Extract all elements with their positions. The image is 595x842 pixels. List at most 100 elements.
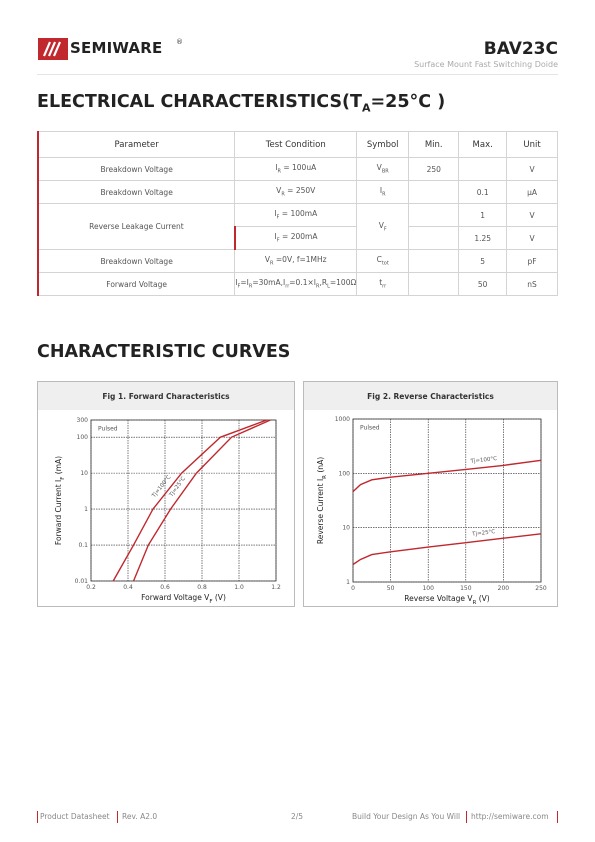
series-label: Tj=100°C — [469, 456, 497, 465]
table-cell: VR =0V, f=1MHz — [234, 249, 358, 273]
table-cell: trr — [356, 272, 410, 296]
table-cell: IF = 100mA — [234, 203, 358, 227]
x-tick-label: 0.4 — [123, 584, 133, 591]
text-segment: Reverse Voltage V — [404, 594, 473, 603]
subscript: A — [362, 101, 371, 115]
table-row: Reverse Leakage Current IF = 100mA VF 1 V — [37, 203, 558, 250]
separator — [557, 811, 558, 823]
footer-page: 2/5 — [291, 812, 304, 821]
table-row: Forward Voltage IF=IR=30mA,Irr=0.1×IR,RL=… — [37, 272, 558, 296]
chart: Fig 2. Reverse Characteristics1101001000… — [304, 382, 557, 606]
table-cell — [458, 157, 508, 181]
chart-title: Fig 2. Reverse Characteristics — [367, 392, 494, 401]
text-segment: I — [235, 278, 238, 288]
subscript: R — [322, 475, 328, 479]
subscript: R — [270, 260, 274, 267]
text-segment: = 250V — [284, 186, 316, 196]
annotation: Pulsed — [98, 426, 118, 433]
series-line — [132, 419, 271, 582]
x-axis-label: Forward Voltage VF (V) — [141, 593, 226, 605]
y-tick-label: 1 — [346, 579, 350, 586]
series-line — [352, 533, 542, 566]
text-segment: I — [275, 163, 278, 173]
text-segment: =I — [240, 278, 249, 288]
x-tick-label: 1.2 — [271, 584, 281, 591]
annotation-box — [95, 423, 123, 433]
separator — [117, 811, 118, 823]
table-cell — [408, 203, 460, 227]
text-segment: V — [276, 186, 282, 196]
x-tick-label: 0 — [351, 585, 355, 592]
chart-box: Fig 1. Forward Characteristics 0.01 0.1 1 10… — [37, 381, 295, 607]
header-row: Parameter Test Condition Symbol Min. Max. Uni… — [37, 131, 558, 158]
x-axis-label: Reverse Voltage VR (V) — [404, 594, 489, 606]
text-segment: (V) — [476, 594, 489, 603]
table-cell: 0.1 — [458, 180, 508, 204]
registered-mark: ® — [176, 38, 183, 46]
table-cell: Breakdown Voltage — [37, 249, 236, 273]
brand: SEMIWARE — [70, 39, 163, 57]
y-axis-label: Reverse Current IR (nA) — [316, 457, 328, 544]
table-row: Breakdown Voltage VR =0V, f=1MHz Ctot 5 pF — [37, 249, 558, 273]
table-cell: Forward Voltage — [37, 272, 236, 296]
x-tick-label: 150 — [460, 585, 472, 592]
x-tick-label: 100 — [422, 585, 434, 592]
text-segment: ,R — [319, 278, 328, 288]
annotation: Pulsed — [360, 425, 380, 432]
text-segment: Forward Voltage V — [141, 593, 210, 602]
subscript: F — [209, 599, 212, 605]
section-title: CHARACTERISTIC CURVES — [37, 342, 291, 362]
subscript: F — [276, 214, 280, 221]
subscript: R — [281, 191, 285, 198]
header-rule — [37, 74, 558, 75]
text-segment: =0.1×I — [289, 278, 316, 288]
y-tick-label: 1000 — [335, 416, 350, 423]
table-cell: IR = 100uA — [234, 157, 358, 181]
text-segment: V — [376, 163, 382, 173]
y-tick-label: 0.01 — [75, 578, 89, 585]
subscript: F — [60, 477, 66, 480]
subscript: R — [315, 283, 320, 290]
table-cell: Ctot — [356, 249, 410, 273]
column-header: Min. — [408, 131, 460, 158]
plot-area — [91, 420, 276, 581]
text-segment: = 200mA — [279, 232, 318, 242]
text-segment: I — [379, 186, 383, 196]
table-cell — [408, 249, 460, 273]
chart: Fig 1. Forward Characteristics 0.01 0.1 1 10… — [38, 382, 294, 605]
subscript: R — [248, 283, 253, 290]
table-cell: V — [506, 203, 558, 227]
subscript: R — [382, 191, 386, 198]
plot-frame — [352, 418, 542, 583]
table-cell: Breakdown Voltage — [37, 180, 236, 204]
x-tick-label: 0.2 — [86, 584, 96, 591]
table-cell: nS — [506, 272, 558, 296]
table-cell: IF = 200mA — [233, 226, 358, 250]
text-segment: =25°C ) — [370, 92, 446, 112]
text-segment: (nA) — [316, 457, 325, 475]
spec-table: Parameter Test Condition Symbol Min. Max. Uni… — [37, 131, 558, 296]
footer-doc: Product Datasheet — [40, 812, 110, 821]
text-segment: Reverse Current I — [316, 479, 325, 544]
separator — [37, 811, 38, 823]
table-cell: 5 — [458, 249, 508, 273]
y-tick-label: 10 — [80, 470, 88, 477]
table-cell — [408, 226, 460, 250]
y-tick-label: 100 — [339, 470, 351, 477]
y-tick-label: 1 — [84, 506, 88, 513]
series-label: Tj=25°C — [471, 529, 496, 538]
table-cell — [408, 272, 460, 296]
footer-slogan: Build Your Design As You Will — [352, 812, 461, 821]
text-segment: (V) — [213, 593, 226, 602]
y-tick-label: 300 — [77, 417, 89, 424]
table-row: Breakdown Voltage VR = 250V IR 0.1 μA — [37, 180, 558, 204]
plot-frame — [90, 419, 277, 582]
table-cell: VF — [356, 203, 410, 250]
x-tick-label: 0.8 — [197, 584, 207, 591]
plot-area — [353, 419, 541, 582]
chart-box: Fig 2. Reverse Characteristics 1 10 100 1000… — [303, 381, 558, 607]
table-row: Breakdown Voltage IR = 100uA VBR 250 V — [37, 157, 558, 181]
y-tick-label: 100 — [77, 434, 89, 441]
annotation-box — [357, 422, 385, 432]
